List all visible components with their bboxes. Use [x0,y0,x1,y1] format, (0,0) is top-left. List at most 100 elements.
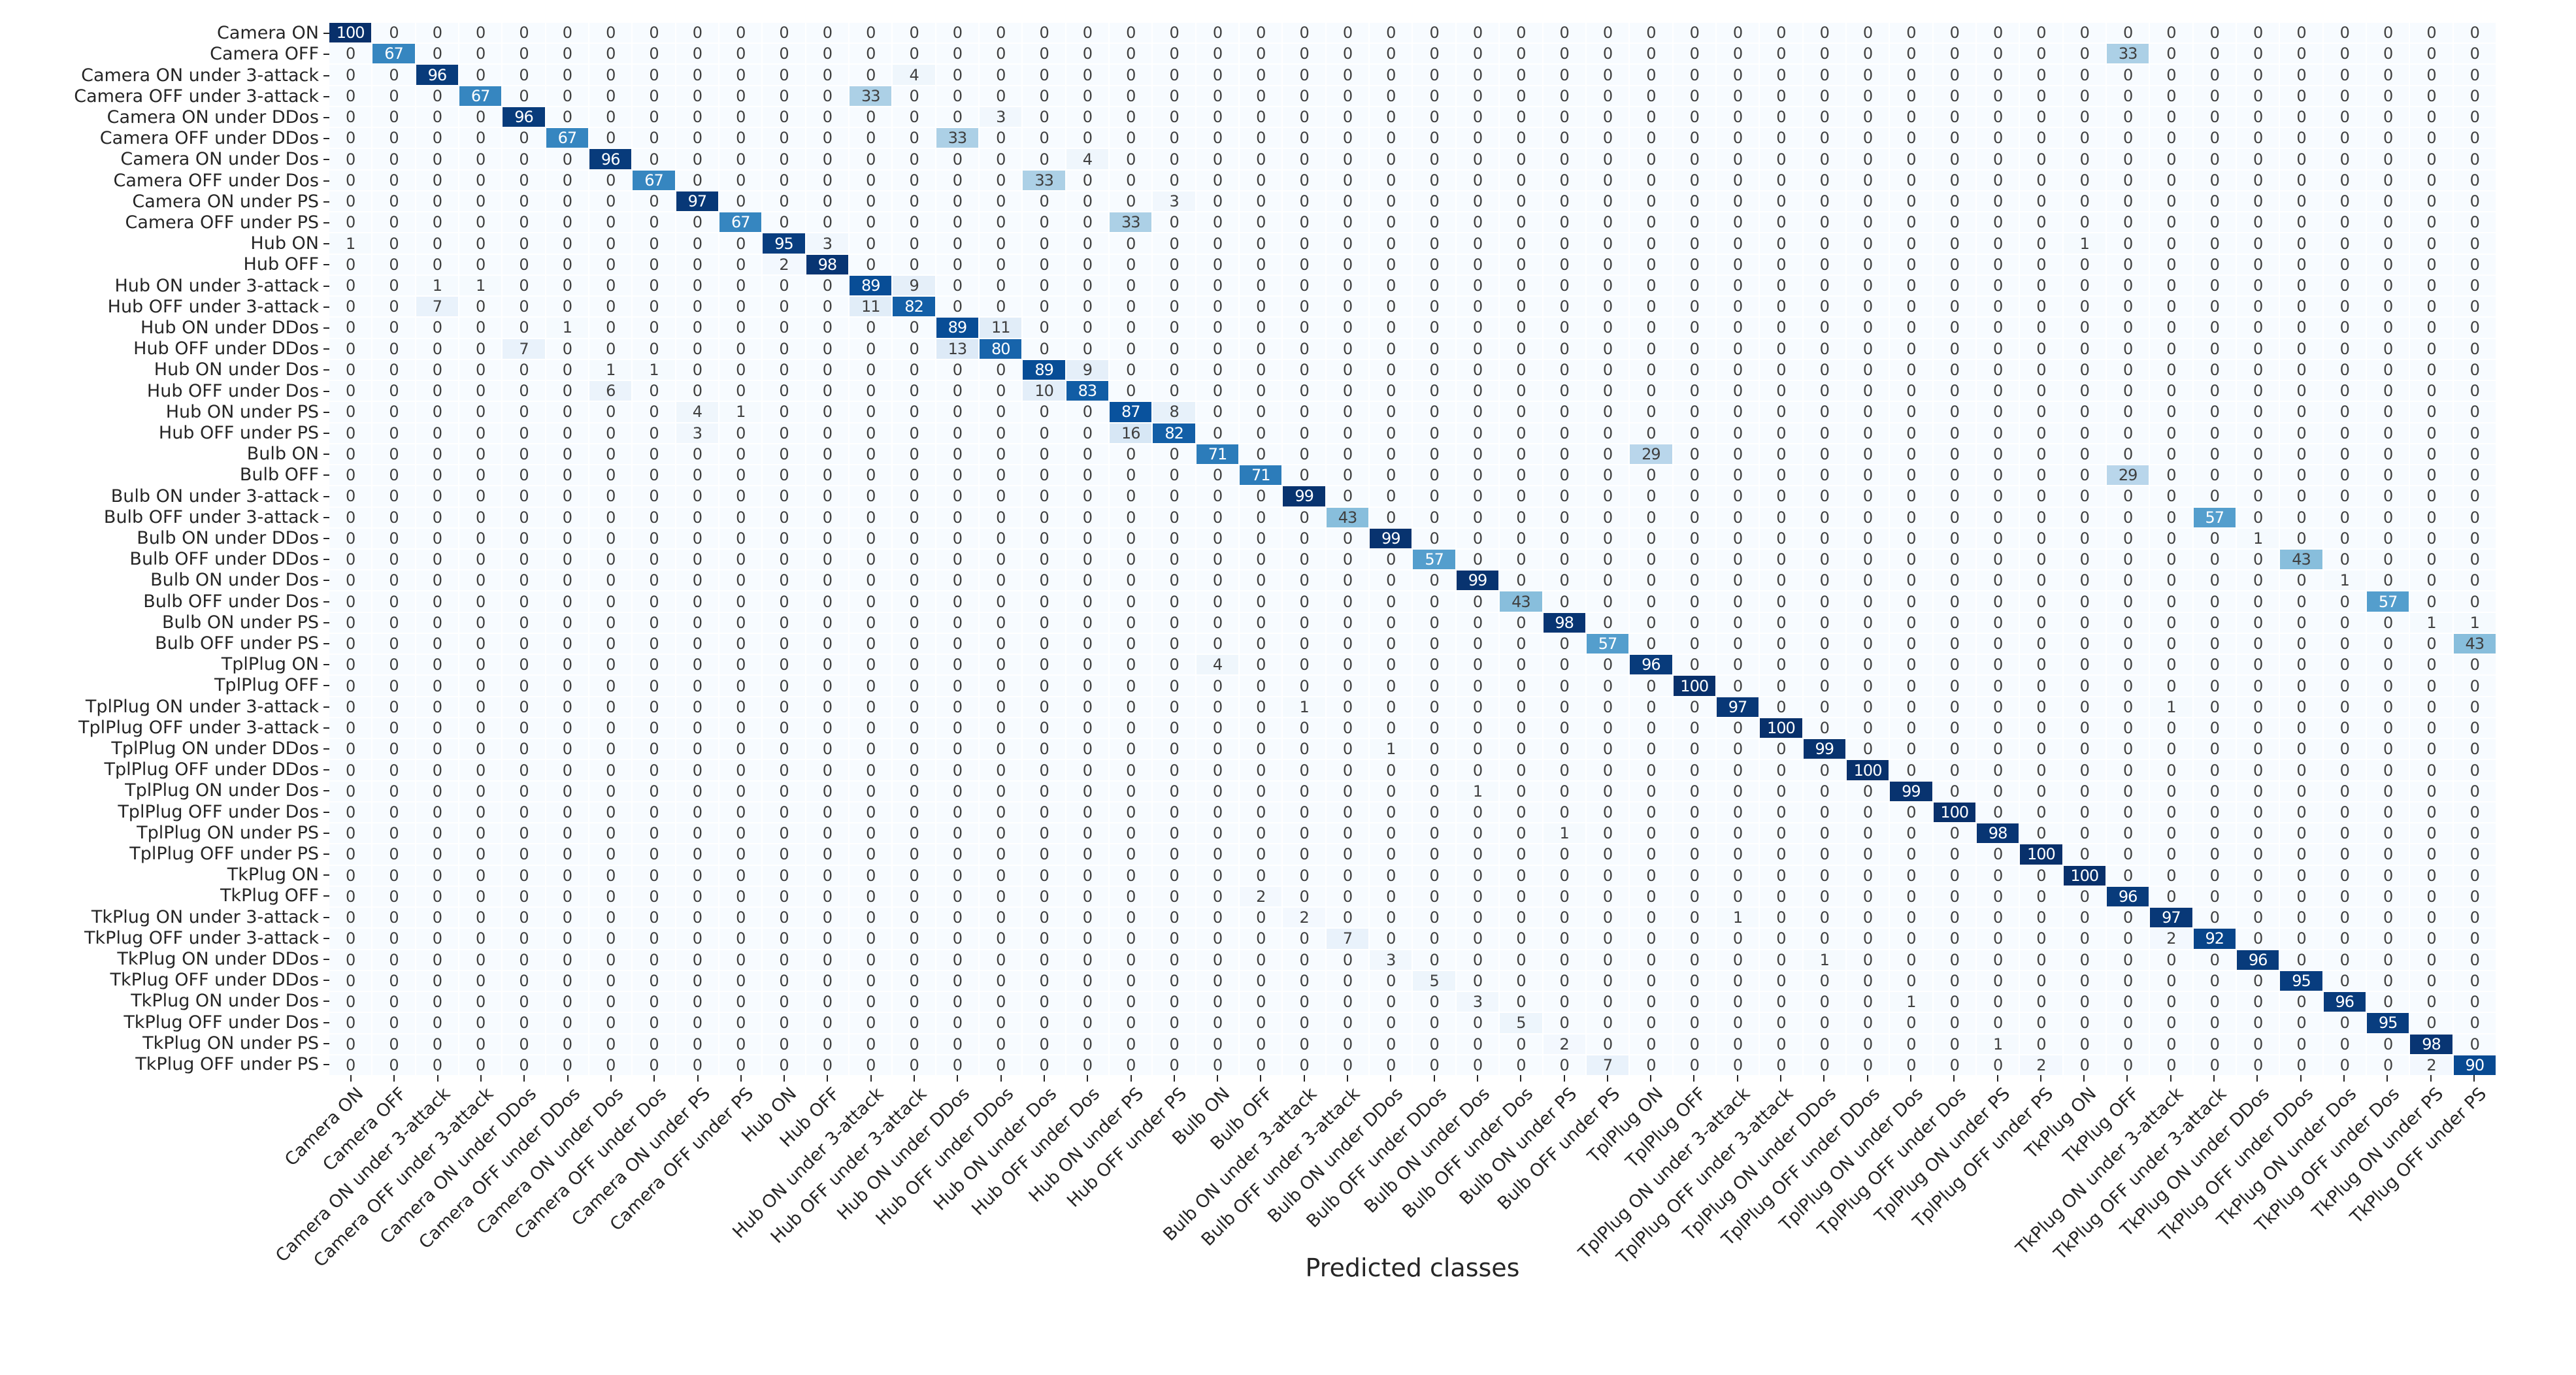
heatmap-cell: 0 [763,970,805,991]
heatmap-cell: 0 [676,950,719,970]
heatmap-cell: 0 [1326,697,1369,717]
heatmap-cell: 0 [1803,275,1845,296]
heatmap-cell: 0 [416,233,459,254]
heatmap-cell: 0 [1326,908,1369,928]
heatmap-cell: 0 [1153,86,1195,106]
heatmap-cell: 0 [719,339,762,359]
heatmap-cell: 0 [2280,65,2322,85]
heatmap-cell: 0 [763,423,805,443]
heatmap-cell: 0 [1846,86,1889,106]
heatmap-cell: 0 [459,507,502,527]
heatmap-cell: 0 [1500,655,1542,675]
heatmap-cell: 0 [1630,339,1672,359]
heatmap-cell: 0 [980,697,1022,717]
y-tick [323,222,329,224]
heatmap-cell: 0 [2193,844,2236,865]
heatmap-cell: 0 [980,633,1022,654]
heatmap-cell: 0 [1326,381,1369,401]
heatmap-cell: 0 [1196,571,1239,591]
heatmap-cell: 0 [893,170,935,190]
heatmap-cell: 0 [2150,865,2192,886]
heatmap-cell: 0 [1890,950,1932,970]
heatmap-cell: 0 [1370,886,1412,907]
heatmap-cell: 0 [2236,486,2279,506]
heatmap-cell: 0 [2410,781,2452,801]
heatmap-cell: 0 [2150,465,2192,486]
heatmap-cell: 0 [1110,318,1152,338]
heatmap-cell: 0 [1586,549,1629,570]
heatmap-cell: 0 [1326,886,1369,907]
heatmap-cell: 0 [936,571,979,591]
heatmap-cell: 0 [893,886,935,907]
heatmap-cell: 2 [1240,886,1282,907]
heatmap-cell: 2 [2150,929,2192,949]
heatmap-cell: 0 [2410,1013,2452,1033]
heatmap-cell: 0 [763,444,805,465]
heatmap-cell: 0 [1413,823,1455,844]
heatmap-cell: 0 [806,970,849,991]
heatmap-cell: 0 [2410,486,2452,506]
heatmap-cell: 0 [2106,908,2149,928]
heatmap-cell: 0 [1196,528,1239,548]
heatmap-cell: 0 [503,318,545,338]
heatmap-cell: 0 [546,339,589,359]
heatmap-cell: 0 [719,486,762,506]
heatmap-cell: 0 [2323,381,2366,401]
heatmap-cell: 0 [1326,65,1369,85]
heatmap-cell: 0 [416,802,459,823]
heatmap-cell: 0 [2323,655,2366,675]
heatmap-cell: 0 [2236,107,2279,127]
heatmap-cell: 0 [459,992,502,1012]
heatmap-cell: 0 [1760,170,1802,190]
heatmap-cell: 0 [1586,86,1629,106]
heatmap-cell: 0 [1413,676,1455,696]
heatmap-cell: 0 [546,65,589,85]
heatmap-cell: 0 [1673,128,1715,148]
heatmap-cell: 0 [2280,359,2322,380]
heatmap-cell: 0 [416,170,459,190]
heatmap-cell: 0 [503,1055,545,1075]
heatmap-cell: 0 [2366,297,2409,317]
heatmap-cell: 0 [719,128,762,148]
heatmap-cell: 0 [1586,591,1629,612]
heatmap-cell: 0 [2366,486,2409,506]
heatmap-cell: 0 [2193,23,2236,43]
heatmap-cell: 0 [2323,359,2366,380]
heatmap-cell: 0 [1500,528,1542,548]
heatmap-cell: 0 [503,297,545,317]
heatmap-cell: 0 [2193,633,2236,654]
heatmap-cell: 0 [2193,802,2236,823]
heatmap-cell: 0 [763,402,805,422]
heatmap-cell: 0 [1586,486,1629,506]
heatmap-cell: 0 [1240,612,1282,633]
heatmap-cell: 0 [1933,65,1975,85]
heatmap-cell: 0 [1326,318,1369,338]
heatmap-cell: 0 [1066,739,1109,759]
heatmap-cell: 0 [806,992,849,1012]
heatmap-cell: 0 [2236,992,2279,1012]
heatmap-cell: 0 [1890,318,1932,338]
heatmap-cell: 0 [1283,444,1325,465]
heatmap-cell: 0 [1543,212,1585,233]
heatmap-cell: 0 [936,444,979,465]
x-tick [1823,1075,1825,1082]
heatmap-cell: 0 [2150,381,2192,401]
heatmap-cell: 0 [2366,191,2409,212]
heatmap-cell: 0 [2193,612,2236,633]
heatmap-cell: 0 [1456,1013,1499,1033]
heatmap-cell: 0 [2020,233,2062,254]
heatmap-cell: 0 [2453,23,2496,43]
heatmap-cell: 0 [1456,823,1499,844]
heatmap-cell: 0 [546,107,589,127]
heatmap-cell: 0 [1760,549,1802,570]
heatmap-cell: 0 [589,823,632,844]
heatmap-cell: 0 [546,486,589,506]
y-tick [323,75,329,76]
heatmap-cell: 0 [1846,908,1889,928]
heatmap-cell: 0 [2193,486,2236,506]
heatmap-cell: 0 [1240,633,1282,654]
heatmap-cell: 0 [2150,507,2192,527]
heatmap-cell: 0 [1023,23,1065,43]
heatmap-cell: 0 [1933,402,1975,422]
heatmap-cell: 0 [1196,44,1239,64]
